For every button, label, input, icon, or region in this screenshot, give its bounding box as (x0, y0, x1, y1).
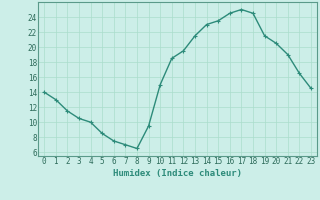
X-axis label: Humidex (Indice chaleur): Humidex (Indice chaleur) (113, 169, 242, 178)
